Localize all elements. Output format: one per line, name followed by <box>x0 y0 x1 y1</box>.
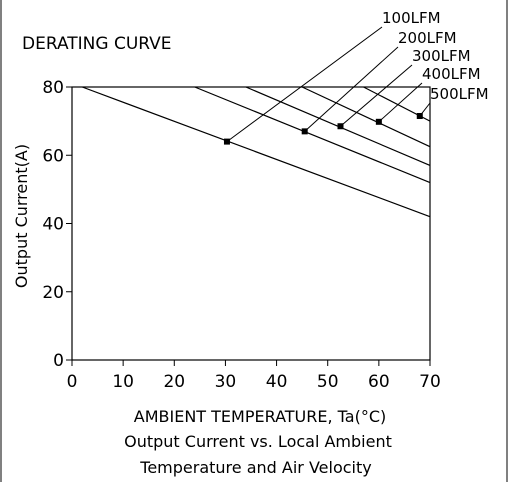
series-marker-100lfm <box>223 138 230 145</box>
y-tick-label-1: 20 <box>42 283 64 303</box>
series-marker-300lfm <box>337 123 344 130</box>
x-tick-label-5: 50 <box>317 372 339 392</box>
series-marker-500lfm <box>416 113 423 120</box>
series-line-200lfm <box>194 86 431 184</box>
series-marker-400lfm <box>375 118 382 125</box>
y-tick-label-3: 60 <box>42 146 64 166</box>
x-tick-label-7: 70 <box>419 372 441 392</box>
series-line-100lfm <box>82 86 431 218</box>
series-label-400lfm: 400LFM <box>422 65 481 83</box>
series-marker-200lfm <box>301 128 308 135</box>
y-tick-label-4: 80 <box>42 78 64 98</box>
caption-line-1: Output Current vs. Local Ambient <box>124 432 392 451</box>
x-tick-label-1: 10 <box>112 372 134 392</box>
series-label-300lfm: 300LFM <box>412 47 471 65</box>
leader-line-100lfm <box>226 26 383 143</box>
chart-title: DERATING CURVE <box>22 34 172 54</box>
caption-line-2: Temperature and Air Velocity <box>139 458 371 477</box>
plot-frame <box>71 86 431 361</box>
x-tick-label-3: 30 <box>215 372 237 392</box>
series-label-200lfm: 200LFM <box>398 29 457 47</box>
x-tick-label-4: 40 <box>266 372 288 392</box>
x-axis: 0 10 20 30 40 50 60 70 <box>67 360 441 392</box>
x-axis-label: AMBIENT TEMPERATURE, Ta(°C) <box>134 407 386 426</box>
y-axis-label: Output Current(A) <box>12 144 31 288</box>
series-line-400lfm <box>301 86 431 148</box>
leader-line-400lfm <box>378 82 423 123</box>
leader-line-200lfm <box>304 46 399 132</box>
series-label-500lfm: 500LFM <box>430 85 489 103</box>
x-tick-label-0: 0 <box>67 372 78 392</box>
x-tick-label-2: 20 <box>163 372 185 392</box>
series-label-100lfm: 100LFM <box>382 9 441 27</box>
y-tick-label-0: 0 <box>53 351 64 371</box>
plot-area <box>71 86 431 361</box>
leader-line-300lfm <box>340 64 413 127</box>
y-tick-label-2: 40 <box>42 215 64 235</box>
y-axis: 0 20 40 60 80 <box>42 78 72 371</box>
x-tick-label-6: 60 <box>368 372 390 392</box>
